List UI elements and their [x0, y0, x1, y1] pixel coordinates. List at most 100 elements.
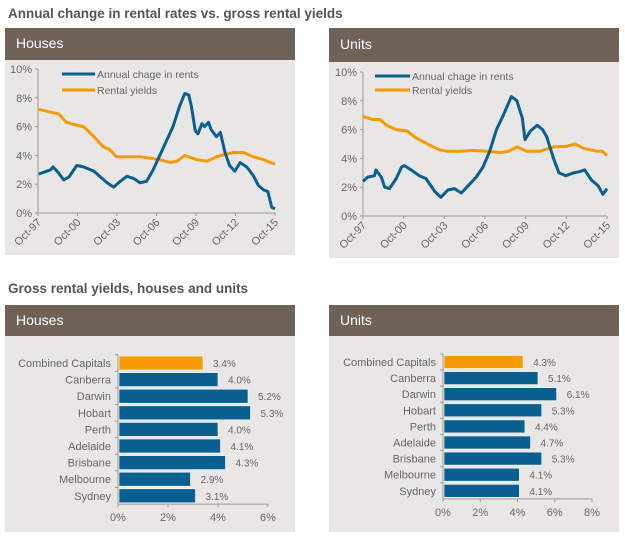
x-tick-label: Oct-00: [52, 217, 84, 249]
x-tick-label: Oct-09: [500, 220, 532, 252]
y-tick-label: 2%: [341, 182, 357, 194]
category-label: Hobart: [78, 408, 111, 420]
category-label: Adelaide: [393, 438, 436, 450]
x-tick-label: Oct-03: [91, 217, 123, 249]
x-tick-label: Oct-09: [170, 217, 202, 249]
category-label: Perth: [410, 421, 436, 433]
y-tick-label: 4%: [16, 150, 32, 162]
bar-brisbane: [118, 455, 226, 470]
y-tick-label: 8%: [16, 93, 32, 105]
bar-canberra: [443, 371, 539, 385]
bar-hobart: [118, 405, 251, 421]
bar-melbourne: [443, 467, 520, 482]
value-label: 5.3%: [261, 409, 284, 420]
series-line-annual-change: [361, 95, 609, 199]
x-tick-label: Oct-06: [131, 217, 163, 249]
value-label: 4.1%: [529, 471, 552, 482]
legend-label: Rental yields: [412, 85, 472, 97]
series-line-rental-yields: [362, 115, 609, 157]
value-label: 4.0%: [228, 425, 251, 436]
panel-header: Houses: [5, 305, 295, 336]
value-label: 5.1%: [548, 374, 571, 385]
bar-section-title: Gross rental yields, houses and units: [8, 281, 249, 296]
x-tick-label: Oct-00: [378, 220, 410, 252]
panel-header: Houses: [5, 28, 295, 60]
bar-perth: [118, 422, 219, 437]
value-label: 4.1%: [231, 442, 254, 453]
category-label: Sydney: [399, 486, 436, 498]
legend-label: Rental yields: [97, 85, 157, 97]
bar-darwin: [118, 388, 249, 404]
y-tick-label: 10%: [335, 67, 357, 79]
y-tick-label: 0%: [16, 208, 32, 220]
x-tick-label: Oct-03: [419, 220, 451, 252]
series-line-annual-change: [38, 92, 276, 211]
value-label: 4.4%: [535, 422, 558, 433]
value-label: 5.3%: [552, 455, 575, 466]
series-line-rental-yields: [38, 107, 276, 166]
bar-sydney: [443, 483, 520, 498]
x-tick-label: 8%: [584, 507, 600, 519]
bar-adelaide: [118, 438, 221, 454]
x-tick-label: 6%: [260, 512, 276, 524]
value-label: 4.7%: [541, 439, 564, 450]
x-tick-label: Oct-12: [541, 220, 573, 252]
bar-canberra: [118, 372, 219, 387]
category-label: Darwin: [402, 389, 436, 401]
bar-combined-capitals: [443, 355, 524, 369]
y-tick-label: 8%: [341, 96, 357, 108]
y-tick-label: 0%: [341, 211, 357, 223]
bar-darwin: [443, 387, 557, 402]
bar-brisbane: [443, 451, 543, 466]
value-label: 4.3%: [533, 358, 556, 369]
value-label: 2.9%: [201, 475, 224, 486]
line-section-title: Annual change in rental rates vs. gross …: [8, 6, 343, 21]
category-label: Combined Capitals: [18, 358, 111, 370]
x-tick-label: Oct-12: [210, 217, 242, 249]
x-tick-label: 2%: [160, 512, 176, 524]
legend-label: Annual chage in rents: [97, 69, 199, 81]
value-label: 4.3%: [236, 459, 259, 470]
x-tick-label: 6%: [547, 507, 563, 519]
panel-header: Units: [329, 305, 619, 336]
value-label: 3.1%: [206, 492, 229, 503]
value-label: 6.1%: [567, 390, 590, 401]
category-label: Perth: [85, 424, 111, 436]
x-tick-label: 2%: [472, 507, 488, 519]
x-tick-label: 0%: [435, 507, 451, 519]
x-tick-label: 4%: [510, 507, 526, 519]
category-label: Brisbane: [68, 458, 111, 470]
y-tick-label: 4%: [341, 153, 357, 165]
panel-header: Units: [329, 28, 619, 62]
category-label: Sydney: [74, 491, 111, 503]
category-label: Darwin: [77, 391, 111, 403]
value-label: 5.3%: [552, 406, 575, 417]
x-tick-label: Oct-97: [12, 217, 44, 249]
y-tick-label: 10%: [10, 64, 32, 76]
x-tick-label: 4%: [210, 512, 226, 524]
category-label: Melbourne: [59, 474, 111, 486]
x-tick-label: 0%: [110, 512, 126, 524]
x-tick-label: Oct-15: [249, 217, 281, 249]
x-tick-label: Oct-06: [459, 220, 491, 252]
y-tick-label: 2%: [16, 179, 32, 191]
category-label: Canberra: [390, 373, 437, 385]
value-label: 4.0%: [228, 376, 251, 387]
bar-perth: [443, 419, 526, 434]
category-label: Canberra: [65, 375, 112, 387]
category-label: Adelaide: [68, 441, 111, 453]
bar-hobart: [443, 403, 543, 418]
units-line-chart-panel: Units: [329, 28, 619, 258]
value-label: 4.1%: [529, 487, 552, 498]
x-tick-label: Oct-97: [337, 220, 369, 252]
bar-melbourne: [118, 471, 191, 487]
bar-sydney: [118, 488, 196, 504]
category-label: Brisbane: [393, 454, 436, 466]
houses-line-chart-panel: Houses: [5, 28, 295, 255]
y-tick-label: 6%: [16, 122, 32, 134]
value-label: 3.4%: [213, 359, 236, 370]
category-label: Combined Capitals: [343, 357, 436, 369]
bar-adelaide: [443, 435, 531, 450]
bar-combined-capitals: [118, 355, 204, 371]
